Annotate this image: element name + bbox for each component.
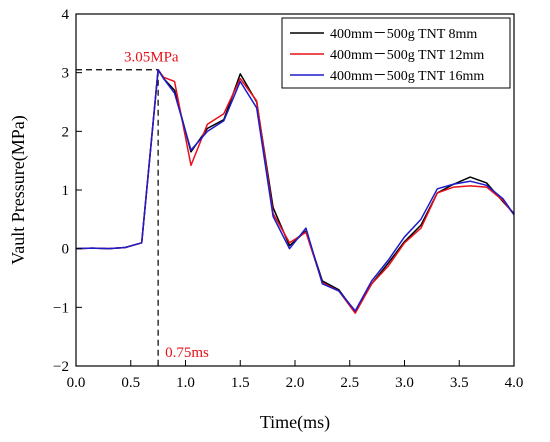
x-tick-label: 0.0 [67, 375, 86, 391]
legend: 400mm－500g TNT 8mm 400mm－500g TNT 12mm 400… [281, 17, 511, 89]
x-tick-label: 3.0 [395, 375, 414, 391]
y-tick-label: −1 [53, 300, 69, 316]
y-axis-title: Vault Pressure(MPa) [8, 115, 29, 264]
x-tick-label: 2.0 [286, 375, 305, 391]
y-tick-label: −2 [53, 359, 69, 375]
x-tick-label: 0.5 [121, 375, 140, 391]
peak-time-label: 0.75ms [165, 345, 209, 361]
series-layer [75, 68, 515, 314]
x-tick-label: 1.5 [231, 375, 250, 391]
series-line-3 [75, 68, 515, 312]
legend-box [281, 17, 511, 89]
legend-entry: 400mm－500g TNT 8mm [330, 27, 477, 42]
series-line-1 [75, 68, 515, 313]
reference-lines [76, 69, 159, 366]
x-tick-label: 3.5 [450, 375, 469, 391]
series-line-2 [75, 68, 515, 314]
y-tick-label: 4 [62, 7, 70, 23]
x-tick-label: 4.0 [505, 375, 524, 391]
legend-entry: 400mm－500g TNT 12mm [330, 48, 484, 63]
annotations: 3.05MPa 0.75ms [124, 50, 209, 361]
y-tick-label: 3 [62, 66, 70, 82]
peak-pressure-label: 3.05MPa [124, 50, 179, 66]
y-tick-label: 0 [62, 242, 70, 258]
x-tick-label: 2.5 [340, 375, 359, 391]
x-tick-label: 1.0 [176, 375, 195, 391]
x-axis-title: Time(ms) [260, 412, 330, 433]
ticks-layer: 0.0 0.5 1.0 1.5 2.0 2.5 3.0 3.5 4.0 −2 −1 0 1 2 3 4 [53, 7, 523, 391]
legend-entry: 400mm－500g TNT 16mm [330, 69, 484, 84]
y-tick-label: 2 [62, 124, 70, 140]
y-tick-label: 1 [62, 183, 70, 199]
